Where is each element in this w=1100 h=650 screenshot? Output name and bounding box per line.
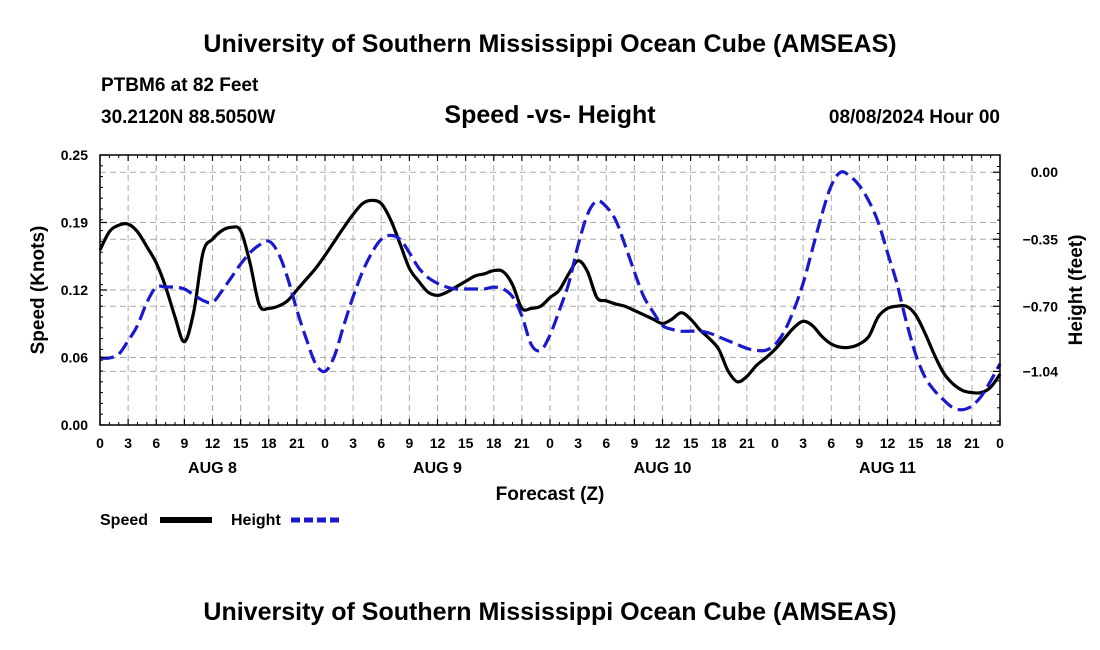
x-tick-label: 6 [152,435,160,451]
x-tick-label: 3 [574,435,582,451]
x-tick-label: 0 [96,435,104,451]
x-tick-label: 15 [233,435,249,451]
y-axis-title: Speed (Knots) [28,226,49,355]
day-label: AUG 11 [859,460,916,477]
series-line-speed [98,198,1002,395]
chart-subtitle: Speed -vs- Height [444,101,656,129]
day-label: AUG 9 [413,460,462,477]
x-tick-label: 21 [739,435,755,451]
y2-tick-label: −0.70 [1023,298,1059,314]
x-tick-label: 3 [349,435,357,451]
series-layer [98,170,1002,412]
x-tick-label: 18 [486,435,502,451]
chart-title-top: University of Southern Mississippi Ocean… [203,30,897,58]
legend-height-label: Height [231,512,281,529]
coordinates-label: 30.2120N 88.5050W [101,107,276,128]
x-tick-label: 6 [602,435,610,451]
x-tick-label: 6 [827,435,835,451]
x-tick-label: 3 [799,435,807,451]
x-tick-label: 12 [430,435,446,451]
x-tick-label: 12 [205,435,221,451]
y-tick-label: 0.19 [61,215,88,231]
y-tick-label: 0.12 [61,282,88,298]
x-tick-label: 9 [405,435,413,451]
x-tick-label: 0 [771,435,779,451]
x-tick-label: 12 [655,435,671,451]
axes: 0 3 6 9 12 15 18 21 0 3 6 9 12 15 18 21 0 3 6 9 12 15 18 21 0 3 6 9… [61,147,1058,477]
y2-tick-label: −1.04 [1023,363,1059,379]
x-tick-label: 12 [880,435,896,451]
chart-title-bottom: University of Southern Mississippi Ocean… [203,598,897,626]
forecast-date: 08/08/2024 Hour 00 [828,107,1000,128]
y2-tick-label: 0.00 [1031,164,1058,180]
x-tick-label: 9 [180,435,188,451]
y2-tick-label: −0.35 [1023,231,1059,247]
x-tick-label: 18 [261,435,277,451]
x-tick-label: 18 [711,435,727,451]
x-tick-label: 0 [546,435,554,451]
x-tick-label: 18 [936,435,952,451]
day-label: AUG 8 [188,460,237,477]
x-tick-label: 3 [124,435,132,451]
x-tick-label: 9 [855,435,863,451]
x-tick-label: 0 [321,435,329,451]
x-axis-title: Forecast (Z) [496,484,605,505]
x-tick-label: 21 [514,435,530,451]
station-label: PTBM6 at 82 Feet [101,75,259,96]
legend: Speed Height [100,512,343,529]
series-line-height [99,170,1002,412]
x-tick-label: 15 [458,435,474,451]
x-tick-label: 0 [996,435,1004,451]
x-tick-label: 15 [683,435,699,451]
y-tick-label: 0.25 [61,147,88,163]
x-tick-label: 21 [964,435,980,451]
legend-speed-label: Speed [100,512,148,529]
x-tick-label: 6 [377,435,385,451]
y-tick-label: 0.06 [61,350,88,366]
x-tick-label: 21 [289,435,305,451]
grid [100,155,1000,425]
y-tick-label: 0.00 [61,417,88,433]
day-label: AUG 10 [634,460,692,477]
y2-axis-title: Height (feet) [1066,235,1087,346]
x-tick-label: 9 [630,435,638,451]
x-tick-label: 15 [908,435,924,451]
